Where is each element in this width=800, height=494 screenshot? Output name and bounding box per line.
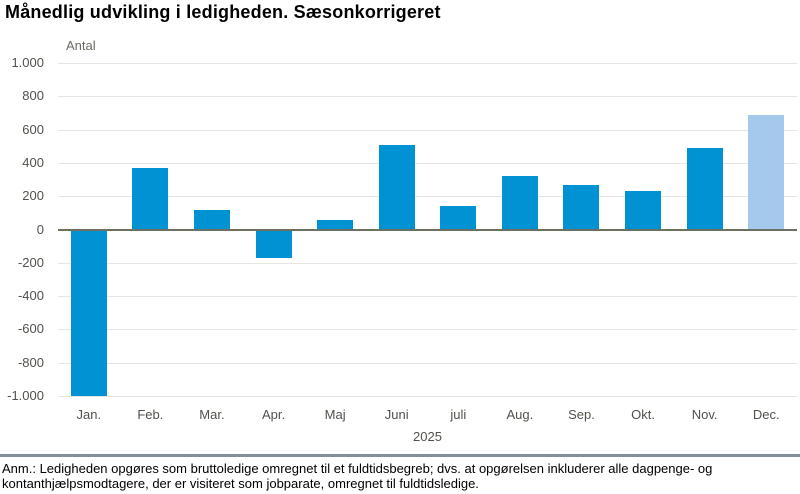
y-tick-600: 600 (22, 121, 44, 137)
bar-jan (70, 229, 107, 396)
x-tick-sep: Sep. (568, 407, 595, 422)
x-tick-juli: juli (450, 407, 467, 422)
x-tick-aug: Aug. (506, 407, 534, 422)
bar-aug (501, 176, 538, 230)
x-tick-maj: Maj (324, 407, 346, 422)
gridline-200 (58, 196, 797, 198)
gridline-1000 (58, 63, 797, 64)
gridline-800 (58, 96, 797, 98)
gridline-200 (58, 262, 797, 264)
x-tick-juni: Juni (384, 407, 409, 422)
x-tick-nov: Nov. (691, 407, 718, 422)
chart-title: Månedlig udvikling i ledigheden. Sæsonko… (5, 2, 441, 22)
bar-nov (686, 147, 723, 230)
bar-juni (378, 144, 415, 230)
x-tick-jan: Jan. (76, 407, 102, 422)
gridline-1000 (58, 396, 797, 397)
gridline-800 (58, 362, 797, 364)
y-tick-1000: 1.000 (11, 55, 44, 70)
bar-maj (317, 219, 354, 230)
bar-sep (563, 184, 600, 230)
footer-divider (0, 454, 800, 457)
bar-mar (193, 209, 230, 230)
gridline-400 (58, 162, 797, 164)
x-tick-mar: Mar. (199, 407, 225, 422)
gridline-600 (58, 329, 797, 331)
y-tick-1000: -1.000 (7, 388, 44, 403)
y-tick-200: 200 (22, 188, 44, 204)
x-tick-dec: Dec. (752, 407, 780, 422)
y-tick-400: 400 (22, 154, 44, 170)
x-tick-feb: Feb. (137, 407, 164, 422)
bar-okt (625, 191, 662, 230)
bar-dec (748, 114, 785, 230)
y-tick-0: 0 (36, 221, 44, 237)
y-tick-800: 800 (22, 88, 44, 104)
x-axis-year-label: 2025 (413, 429, 442, 444)
y-tick-800: -800 (17, 354, 44, 370)
gridline-600 (58, 129, 797, 131)
bar-feb (132, 167, 169, 230)
y-axis-unit-label: Antal (66, 38, 96, 53)
footnote-text: Anm.: Ledigheden opgøres som bruttoledig… (2, 461, 713, 491)
gridline-400 (58, 296, 797, 298)
zero-axis-line (58, 228, 797, 231)
y-tick-600: -600 (17, 321, 44, 337)
bar-apr (255, 229, 292, 258)
bar-juli (440, 206, 477, 230)
x-tick-okt: Okt. (631, 407, 655, 422)
plot-area (58, 63, 797, 397)
x-tick-apr: Apr. (261, 407, 286, 422)
y-tick-200: -200 (17, 254, 44, 270)
y-tick-400: -400 (17, 288, 44, 304)
